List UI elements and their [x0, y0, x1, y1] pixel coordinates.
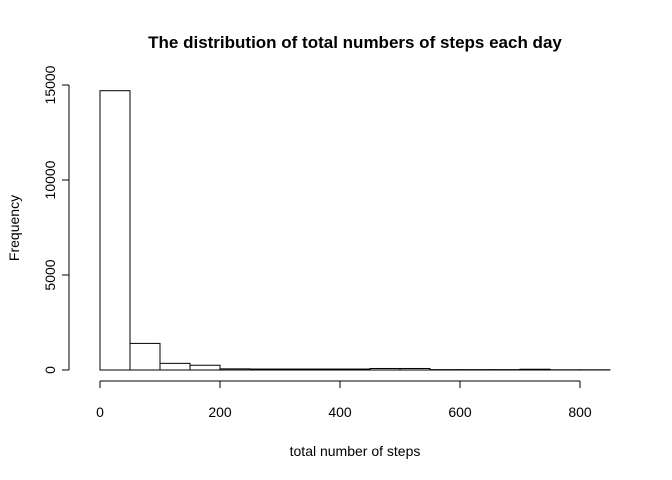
histogram-bar [219, 368, 251, 371]
histogram-bar [309, 368, 341, 371]
x-tick-label: 600 [448, 404, 472, 420]
x-tick-label: 400 [328, 404, 352, 420]
x-tick-label: 800 [568, 404, 592, 420]
y-axis: 0 5000 10000 15000 [42, 65, 70, 374]
histogram-bar [369, 367, 401, 371]
histogram-bar [339, 368, 371, 371]
histogram-bar [189, 364, 221, 371]
y-tick-label: 15000 [42, 65, 58, 104]
histogram-bar [279, 368, 311, 371]
histogram-bar [99, 90, 131, 371]
histogram-bar [399, 367, 431, 371]
x-tick-label: 0 [96, 404, 104, 420]
x-axis-label: total number of steps [290, 443, 421, 459]
histogram-bar [249, 368, 281, 371]
bars-group [99, 90, 611, 371]
chart-title: The distribution of total numbers of ste… [148, 33, 562, 52]
histogram-bar [129, 342, 161, 371]
y-tick-label: 5000 [42, 259, 58, 290]
histogram-bar [159, 362, 191, 371]
x-tick-label: 200 [208, 404, 232, 420]
y-tick-label: 0 [42, 366, 58, 374]
histogram-bar [519, 368, 551, 371]
y-axis-label: Frequency [6, 195, 22, 261]
y-tick-label: 10000 [42, 160, 58, 199]
x-axis: 0 200 400 600 800 [96, 380, 592, 420]
